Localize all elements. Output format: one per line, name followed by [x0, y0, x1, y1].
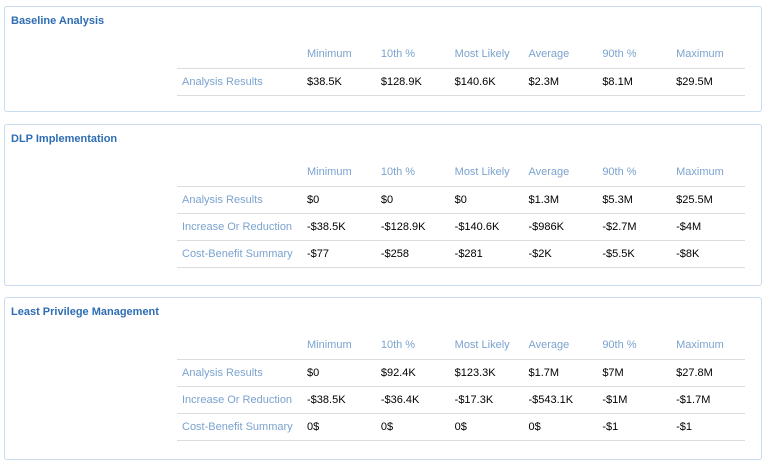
column-header: Average	[528, 339, 570, 352]
results-table: Minimum 10th % Most Likely Average 90th …	[177, 41, 745, 96]
table-row: Cost-Benefit Summary -$77 -$258 -$281 -$…	[177, 239, 745, 268]
panel-title: Baseline Analysis	[11, 15, 105, 27]
row-label: Analysis Results	[177, 358, 302, 386]
column-header: 90th %	[602, 339, 637, 352]
table-cell: -$281	[449, 239, 524, 268]
table-cell: -$5.5K	[597, 239, 672, 268]
column-header: Most Likely	[454, 166, 510, 179]
table-cell: $92.4K	[375, 358, 450, 386]
table-cell: $1.3M	[523, 185, 598, 213]
table-cell: $128.9K	[375, 67, 450, 96]
table-cell: 0$	[302, 412, 376, 441]
results-table: Minimum 10th % Most Likely Average 90th …	[177, 332, 745, 441]
column-header: Maximum	[676, 339, 724, 352]
table-cell: $38.5K	[302, 67, 376, 96]
row-label: Cost-Benefit Summary	[177, 239, 302, 268]
table-cell: -$4M	[671, 212, 745, 240]
row-label: Increase Or Reduction	[177, 212, 302, 240]
column-header: 10th %	[380, 339, 416, 352]
table-header-row: Minimum 10th % Most Likely Average 90th …	[177, 332, 745, 359]
dlp-implementation-panel: DLP Implementation Minimum 10th % Most L…	[4, 124, 762, 286]
column-header: Maximum	[676, 48, 724, 61]
table-cell: -$128.9K	[375, 212, 450, 240]
table-cell: -$1M	[597, 385, 672, 413]
column-header: Minimum	[307, 48, 352, 61]
table-cell: 0$	[523, 412, 598, 441]
row-header-column	[177, 41, 302, 68]
table-cell: $25.5M	[671, 185, 745, 213]
table-cell: -$2.7M	[597, 212, 672, 240]
panel-title: Least Privilege Management	[11, 306, 159, 318]
baseline-analysis-panel: Baseline Analysis Minimum 10th % Most Li…	[4, 6, 762, 112]
column-header: Maximum	[676, 166, 724, 179]
table-cell: $0	[302, 185, 376, 213]
table-cell: $0	[375, 185, 450, 213]
table-row: Increase Or Reduction -$38.5K -$36.4K -$…	[177, 385, 745, 413]
table-row: Cost-Benefit Summary 0$ 0$ 0$ 0$ -$1 -$1	[177, 412, 745, 441]
table-header-row: Minimum 10th % Most Likely Average 90th …	[177, 41, 745, 68]
table-cell: $0	[302, 358, 376, 386]
column-header: Average	[528, 166, 570, 179]
results-table: Minimum 10th % Most Likely Average 90th …	[177, 159, 745, 268]
column-header: 10th %	[380, 48, 416, 61]
table-cell: -$1	[597, 412, 672, 441]
table-cell: $140.6K	[449, 67, 524, 96]
table-cell: $27.8M	[671, 358, 745, 386]
table-cell: $1.7M	[523, 358, 598, 386]
row-label: Increase Or Reduction	[177, 385, 302, 413]
column-header: Average	[528, 48, 570, 61]
table-cell: $7M	[597, 358, 672, 386]
table-cell: -$1.7M	[671, 385, 745, 413]
table-cell: -$8K	[671, 239, 745, 268]
table-cell: -$36.4K	[375, 385, 450, 413]
least-privilege-management-panel: Least Privilege Management Minimum 10th …	[4, 297, 762, 460]
table-cell: -$38.5K	[302, 212, 376, 240]
table-cell: -$2K	[523, 239, 598, 268]
column-header: 90th %	[602, 166, 637, 179]
table-cell: $0	[449, 185, 524, 213]
table-row: Analysis Results $38.5K $128.9K $140.6K …	[177, 67, 745, 96]
table-cell: $29.5M	[671, 67, 745, 96]
table-cell: $8.1M	[597, 67, 672, 96]
row-label: Analysis Results	[177, 185, 302, 213]
table-cell: 0$	[449, 412, 524, 441]
row-header-column	[177, 332, 302, 359]
column-header: Most Likely	[454, 339, 510, 352]
column-header: 90th %	[602, 48, 637, 61]
row-header-column	[177, 159, 302, 186]
column-header: Minimum	[307, 339, 352, 352]
table-cell: -$543.1K	[523, 385, 598, 413]
table-cell: -$17.3K	[449, 385, 524, 413]
table-row: Analysis Results $0 $92.4K $123.3K $1.7M…	[177, 358, 745, 386]
panel-title: DLP Implementation	[11, 133, 118, 145]
table-cell: 0$	[375, 412, 450, 441]
table-row: Analysis Results $0 $0 $0 $1.3M $5.3M $2…	[177, 185, 745, 213]
table-header-row: Minimum 10th % Most Likely Average 90th …	[177, 159, 745, 186]
table-cell: -$77	[302, 239, 376, 268]
table-cell: -$258	[375, 239, 450, 268]
table-cell: $5.3M	[597, 185, 672, 213]
row-label: Analysis Results	[177, 67, 302, 96]
table-row: Increase Or Reduction -$38.5K -$128.9K -…	[177, 212, 745, 240]
column-header: 10th %	[380, 166, 416, 179]
table-cell: $123.3K	[449, 358, 524, 386]
table-cell: -$986K	[523, 212, 598, 240]
row-label: Cost-Benefit Summary	[177, 412, 302, 441]
table-cell: -$1	[671, 412, 745, 441]
table-cell: -$140.6K	[449, 212, 524, 240]
column-header: Minimum	[307, 166, 352, 179]
column-header: Most Likely	[454, 48, 510, 61]
table-cell: -$38.5K	[302, 385, 376, 413]
table-cell: $2.3M	[523, 67, 598, 96]
